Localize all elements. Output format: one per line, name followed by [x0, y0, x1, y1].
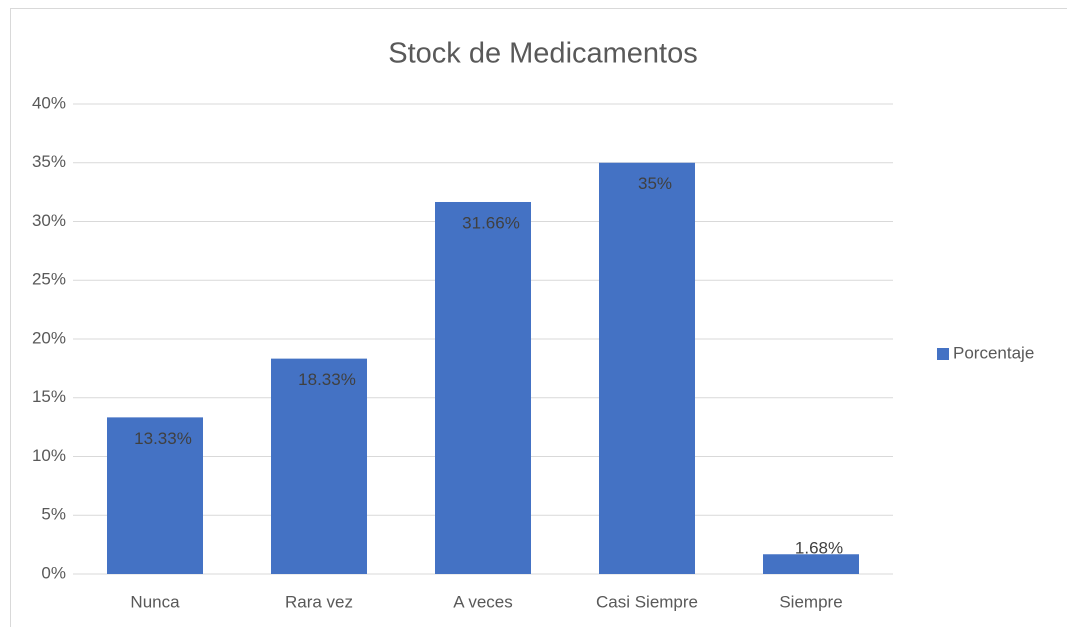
- x-tick-label: Casi Siempre: [596, 592, 698, 611]
- data-label: 31.66%: [462, 213, 520, 232]
- y-tick-label: 10%: [32, 446, 66, 465]
- y-tick-label: 40%: [32, 93, 66, 112]
- bar: [763, 554, 859, 574]
- y-tick-label: 20%: [32, 328, 66, 347]
- bar: [435, 201, 531, 574]
- x-tick-label: Siempre: [779, 592, 842, 611]
- chart-title: Stock de Medicamentos: [388, 38, 697, 70]
- legend-label: Porcentaje: [953, 343, 1034, 362]
- data-label: 13.33%: [134, 429, 192, 448]
- y-tick-label: 35%: [32, 152, 66, 171]
- y-tick-label: 5%: [41, 505, 66, 524]
- bar: [271, 358, 367, 574]
- x-tick-label: Rara vez: [285, 592, 353, 611]
- y-tick-label: 30%: [32, 211, 66, 230]
- bar: [599, 162, 695, 574]
- data-label: 1.68%: [795, 538, 843, 557]
- data-label: 35%: [638, 174, 672, 193]
- y-tick-label: 15%: [32, 387, 66, 406]
- x-tick-label: A veces: [453, 592, 513, 611]
- x-tick-label: Nunca: [130, 592, 180, 611]
- y-tick-label: 25%: [32, 270, 66, 289]
- legend-swatch: [937, 348, 949, 360]
- y-tick-label: 0%: [41, 563, 66, 582]
- data-label: 18.33%: [298, 370, 356, 389]
- bar: [107, 417, 203, 574]
